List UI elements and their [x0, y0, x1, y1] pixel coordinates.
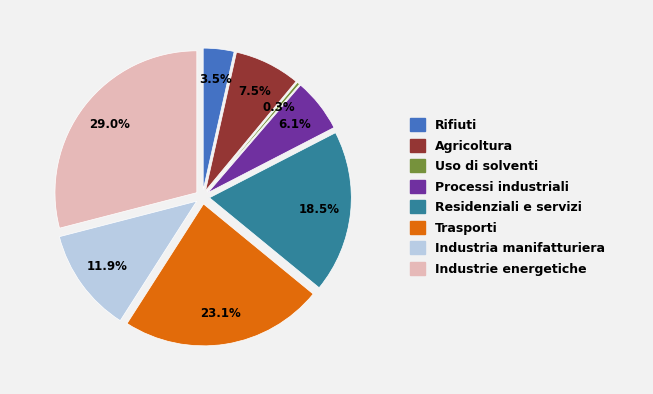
Wedge shape [210, 133, 351, 288]
Text: 11.9%: 11.9% [87, 260, 127, 273]
Wedge shape [55, 51, 197, 228]
Text: 18.5%: 18.5% [299, 203, 340, 216]
Text: 0.3%: 0.3% [262, 100, 295, 113]
Text: 29.0%: 29.0% [89, 119, 130, 132]
Text: 6.1%: 6.1% [278, 117, 311, 130]
Wedge shape [203, 48, 234, 190]
Legend: Rifiuti, Agricoltura, Uso di solventi, Processi industriali, Residenziali e serv: Rifiuti, Agricoltura, Uso di solventi, P… [404, 112, 611, 282]
Wedge shape [59, 201, 197, 321]
Text: 3.5%: 3.5% [199, 74, 232, 87]
Text: 23.1%: 23.1% [200, 307, 241, 320]
Wedge shape [207, 82, 300, 191]
Wedge shape [127, 204, 313, 346]
Text: 7.5%: 7.5% [238, 85, 270, 98]
Wedge shape [208, 85, 334, 193]
Wedge shape [206, 52, 296, 191]
